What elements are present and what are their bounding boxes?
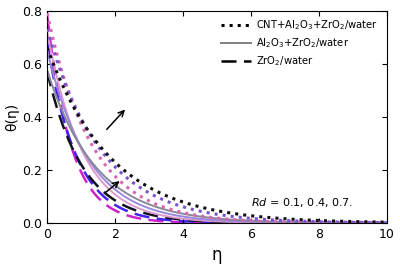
- Y-axis label: θ(η): θ(η): [6, 103, 20, 131]
- Legend: CNT+Al$_2$O$_3$+ZrO$_2$/water, Al$_2$O$_3$+ZrO$_2$/water, ZrO$_2$/water: CNT+Al$_2$O$_3$+ZrO$_2$/water, Al$_2$O$_…: [218, 16, 382, 71]
- Text: $\mathit{Rd}$ = 0.1, 0.4, 0.7.: $\mathit{Rd}$ = 0.1, 0.4, 0.7.: [251, 196, 353, 209]
- X-axis label: η: η: [212, 247, 222, 264]
